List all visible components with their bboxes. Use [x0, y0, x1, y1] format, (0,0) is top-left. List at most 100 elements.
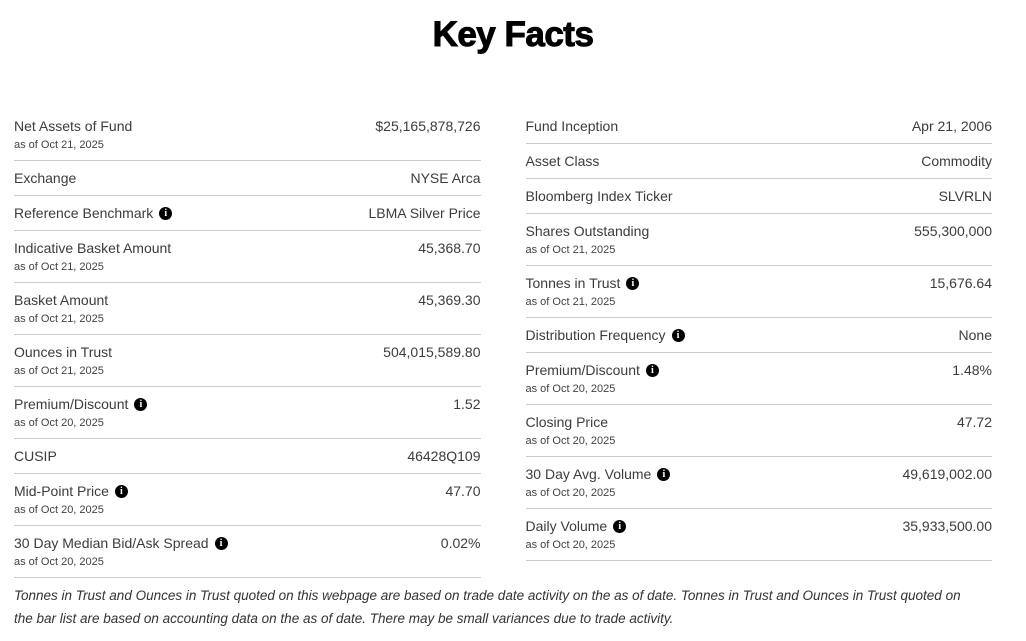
key-fact-label-group: Fund Inception: [526, 117, 900, 135]
key-fact-row: Closing Price as of Oct 20, 2025 47.72: [525, 405, 992, 457]
info-icon[interactable]: i: [114, 484, 128, 498]
key-fact-value: 555,300,000: [914, 223, 992, 239]
key-fact-label: Premium/Discount: [525, 362, 640, 378]
key-fact-value: 49,619,002.00: [902, 466, 992, 482]
key-fact-value: 47.70: [445, 483, 481, 499]
key-fact-row: CUSIP 46428Q109: [14, 439, 481, 474]
key-fact-label-line: Daily Volume i: [526, 517, 891, 535]
key-fact-value: Apr 21, 2006: [911, 118, 992, 134]
key-fact-label-line: 30 Day Avg. Volume i: [526, 465, 891, 483]
key-fact-row: Tonnes in Trust i as of Oct 21, 2025 15,…: [525, 266, 992, 318]
key-fact-label-group: Net Assets of Fund as of Oct 21, 2025: [14, 117, 363, 152]
key-fact-label: Fund Inception: [525, 118, 619, 134]
key-fact-row: Exchange NYSE Arca: [14, 161, 481, 196]
key-fact-label-line: Asset Class: [526, 152, 910, 170]
key-fact-row: Premium/Discount i as of Oct 20, 2025 1.…: [525, 353, 992, 405]
key-fact-label: Basket Amount: [14, 292, 109, 308]
key-fact-value: 1.48%: [952, 362, 992, 378]
key-fact-label-group: Tonnes in Trust i as of Oct 21, 2025: [526, 274, 918, 309]
key-fact-label-group: 30 Day Avg. Volume i as of Oct 20, 2025: [526, 465, 891, 500]
key-fact-value: 45,368.70: [418, 240, 481, 256]
key-fact-row: Shares Outstanding as of Oct 21, 2025 55…: [525, 214, 992, 266]
key-fact-label-line: Mid-Point Price i: [14, 482, 433, 500]
info-icon[interactable]: i: [613, 519, 627, 533]
key-fact-label: Distribution Frequency: [525, 327, 666, 343]
key-fact-label-line: Reference Benchmark i: [14, 204, 356, 222]
key-fact-row: Premium/Discount i as of Oct 20, 2025 1.…: [14, 387, 481, 439]
key-fact-label-group: CUSIP: [14, 447, 395, 465]
key-fact-row: Net Assets of Fund as of Oct 21, 2025 $2…: [14, 109, 481, 161]
key-fact-label: 30 Day Median Bid/Ask Spread: [14, 535, 209, 551]
key-fact-label-line: Fund Inception: [526, 117, 900, 135]
key-fact-label-line: CUSIP: [14, 447, 395, 465]
key-fact-value: 15,676.64: [929, 275, 992, 291]
key-fact-label-group: Reference Benchmark i: [14, 204, 356, 222]
key-fact-label-group: Closing Price as of Oct 20, 2025: [526, 413, 945, 448]
key-fact-value: 45,369.30: [418, 292, 481, 308]
key-fact-label-line: Net Assets of Fund: [14, 117, 363, 135]
key-fact-asof-date: as of Oct 21, 2025: [14, 139, 104, 151]
key-fact-label-line: Shares Outstanding: [526, 222, 903, 240]
footnote: Tonnes in Trust and Ounces in Trust quot…: [14, 588, 961, 626]
key-facts-columns: Net Assets of Fund as of Oct 21, 2025 $2…: [14, 109, 992, 578]
key-fact-asof-date: as of Oct 21, 2025: [14, 313, 104, 325]
key-fact-row: Mid-Point Price i as of Oct 20, 2025 47.…: [14, 474, 481, 526]
info-icon[interactable]: i: [657, 467, 671, 481]
key-facts-page: Key Facts Net Assets of Fund as of Oct 2…: [0, 14, 1026, 630]
key-fact-label-line: Bloomberg Index Ticker: [526, 187, 927, 205]
key-fact-label-group: 30 Day Median Bid/Ask Spread i as of Oct…: [14, 534, 429, 569]
key-fact-row: Distribution Frequency i None: [525, 318, 992, 353]
key-fact-label-line: Indicative Basket Amount: [14, 239, 406, 257]
key-fact-row: 30 Day Median Bid/Ask Spread i as of Oct…: [14, 526, 481, 578]
key-fact-label: Indicative Basket Amount: [14, 240, 172, 256]
key-fact-value: 0.02%: [440, 535, 481, 551]
key-fact-value: Commodity: [921, 153, 992, 169]
key-fact-value: LBMA Silver Price: [368, 205, 481, 221]
key-fact-asof-date: as of Oct 21, 2025: [14, 261, 104, 273]
info-icon[interactable]: i: [159, 206, 173, 220]
key-fact-label-group: Shares Outstanding as of Oct 21, 2025: [526, 222, 903, 257]
key-fact-label-group: Exchange: [14, 169, 398, 187]
key-fact-asof-date: as of Oct 21, 2025: [525, 244, 616, 256]
key-fact-row: Reference Benchmark i LBMA Silver Price: [14, 196, 481, 231]
key-fact-label: Exchange: [14, 170, 77, 186]
key-fact-value: None: [958, 327, 992, 343]
info-icon[interactable]: i: [645, 363, 659, 377]
key-fact-value: 35,933,500.00: [902, 518, 992, 534]
key-fact-label-group: Premium/Discount i as of Oct 20, 2025: [526, 361, 941, 396]
page-title: Key Facts: [432, 15, 594, 55]
info-icon[interactable]: i: [134, 397, 148, 411]
key-fact-value: 47.72: [956, 414, 992, 430]
key-fact-label: Reference Benchmark: [14, 205, 154, 221]
key-fact-label: Closing Price: [525, 414, 608, 430]
key-fact-label-line: Premium/Discount i: [14, 395, 441, 413]
key-fact-asof-date: as of Oct 20, 2025: [14, 504, 104, 516]
key-fact-value: NYSE Arca: [410, 170, 481, 186]
key-fact-asof-date: as of Oct 21, 2025: [14, 365, 104, 377]
key-facts-column-left: Net Assets of Fund as of Oct 21, 2025 $2…: [14, 109, 481, 578]
key-fact-value: 504,015,589.80: [383, 344, 481, 360]
key-fact-label-line: Closing Price: [526, 413, 945, 431]
key-fact-label: Premium/Discount: [14, 396, 129, 412]
info-icon[interactable]: i: [626, 276, 640, 290]
key-fact-label: Net Assets of Fund: [14, 118, 133, 134]
key-fact-label-group: Bloomberg Index Ticker: [526, 187, 927, 205]
key-fact-label-line: Distribution Frequency i: [526, 326, 947, 344]
key-fact-label-group: Mid-Point Price i as of Oct 20, 2025: [14, 482, 433, 517]
key-fact-label: Daily Volume: [525, 518, 608, 534]
info-icon[interactable]: i: [671, 328, 685, 342]
info-icon[interactable]: i: [214, 536, 228, 550]
key-fact-value: 46428Q109: [407, 448, 481, 464]
key-facts-column-right: Fund Inception Apr 21, 2006 Asset Class …: [525, 109, 992, 578]
key-fact-label: 30 Day Avg. Volume: [525, 466, 652, 482]
key-fact-label: Asset Class: [525, 153, 600, 169]
key-fact-row: Daily Volume i as of Oct 20, 2025 35,933…: [525, 509, 992, 561]
key-fact-label-group: Ounces in Trust as of Oct 21, 2025: [14, 343, 371, 378]
key-fact-value: SLVRLN: [938, 188, 992, 204]
key-fact-label: CUSIP: [14, 448, 57, 464]
key-fact-label-group: Basket Amount as of Oct 21, 2025: [14, 291, 406, 326]
key-fact-row: Bloomberg Index Ticker SLVRLN: [525, 179, 992, 214]
key-fact-row: 30 Day Avg. Volume i as of Oct 20, 2025 …: [525, 457, 992, 509]
key-fact-label: Shares Outstanding: [525, 223, 650, 239]
key-fact-label-line: Premium/Discount i: [526, 361, 941, 379]
